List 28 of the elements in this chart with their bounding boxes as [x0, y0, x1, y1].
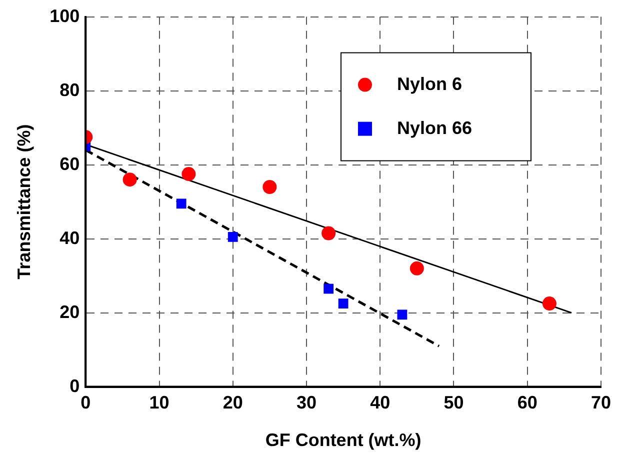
point [324, 284, 334, 294]
y-tick-label: 100 [50, 6, 80, 26]
x-tick-label: 60 [517, 392, 538, 413]
legend-label: Nylon 66 [396, 118, 472, 138]
x-axis-title: GF Content (wt.%) [265, 430, 422, 450]
point [397, 310, 408, 320]
x-tick-label: 70 [590, 392, 612, 413]
legend-label: Nylon 6 [396, 74, 462, 94]
point [182, 167, 196, 182]
x-tick-label: 20 [222, 392, 243, 413]
y-axis-title: Transmittance (%) [14, 124, 34, 280]
point [322, 226, 336, 240]
y-tick-label: 80 [60, 80, 80, 100]
point [262, 180, 277, 194]
point [338, 298, 348, 308]
point [542, 296, 556, 311]
x-tick-label: 10 [149, 392, 170, 413]
point [122, 172, 137, 187]
x-tick-label: 50 [444, 392, 464, 413]
y-tick-label: 0 [70, 376, 80, 396]
point [410, 261, 424, 276]
y-tick-label: 20 [60, 302, 80, 322]
point [228, 232, 238, 242]
y-tick-label: 60 [60, 154, 80, 174]
y-tick-label: 40 [60, 228, 80, 248]
x-tick-label: 40 [370, 392, 390, 413]
x-tick-label: 30 [296, 392, 317, 413]
point [176, 198, 186, 209]
